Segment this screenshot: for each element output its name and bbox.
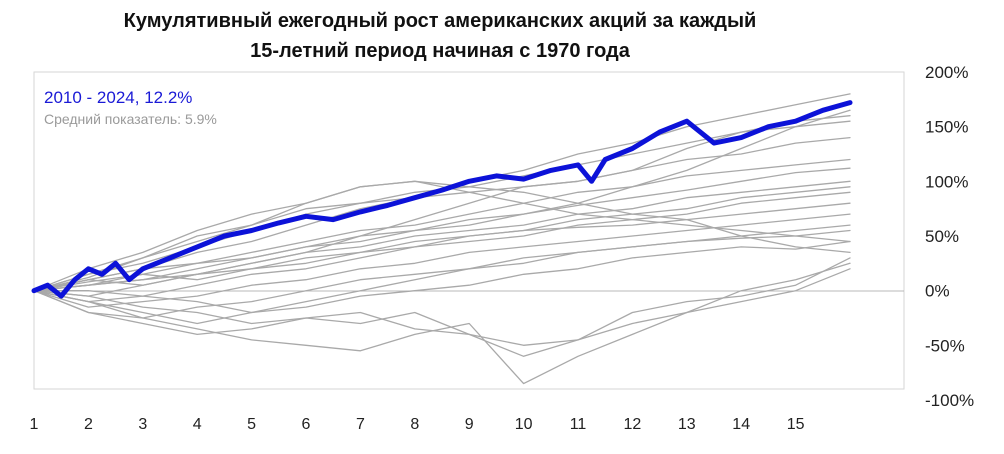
background-series-line-16 bbox=[33, 180, 851, 292]
x-tick-label: 13 bbox=[678, 416, 696, 433]
background-series-line-5 bbox=[33, 167, 851, 292]
y-tick-label: 200% bbox=[925, 63, 968, 82]
x-tick-label: 7 bbox=[356, 416, 365, 433]
background-series-line-7 bbox=[33, 186, 851, 292]
x-tick-label: 3 bbox=[138, 416, 147, 433]
x-tick-label: 5 bbox=[247, 416, 256, 433]
background-series-line-3 bbox=[33, 136, 851, 292]
background-series-line-17 bbox=[33, 257, 851, 346]
chart-title-line-2: 15-летний период начиная с 1970 года bbox=[250, 40, 630, 62]
highlight-series-line bbox=[31, 100, 853, 299]
y-axis: 200% 150% 100% 50% 0% -50% -100% bbox=[925, 63, 974, 410]
background-series-line-11 bbox=[33, 224, 851, 319]
background-series-line-8 bbox=[33, 191, 851, 303]
x-tick-label: 12 bbox=[624, 416, 642, 433]
x-tick-label: 15 bbox=[787, 416, 805, 433]
y-tick-label: 0% bbox=[925, 282, 950, 301]
background-series-line-13 bbox=[33, 268, 851, 357]
x-tick-label: 10 bbox=[515, 416, 533, 433]
x-axis: 1 2 3 4 5 6 7 8 9 10 11 12 13 14 15 bbox=[30, 416, 805, 433]
background-series-line-12 bbox=[33, 229, 851, 325]
x-tick-label: 2 bbox=[84, 416, 93, 433]
x-tick-label: 11 bbox=[570, 416, 587, 433]
x-tick-label: 14 bbox=[732, 416, 750, 433]
x-tick-label: 4 bbox=[193, 416, 202, 433]
background-series-group bbox=[33, 93, 851, 385]
background-series-line-18 bbox=[33, 109, 851, 292]
y-tick-label: -100% bbox=[925, 391, 974, 410]
background-series-line-14 bbox=[33, 262, 851, 385]
highlight-label: 2010 - 2024, 12.2% bbox=[44, 88, 192, 107]
chart-title-line-1: Кумулятивный ежегодный рост американских… bbox=[123, 10, 757, 32]
y-tick-label: 150% bbox=[925, 118, 968, 137]
highlight-series-group bbox=[31, 100, 853, 299]
x-tick-label: 1 bbox=[30, 416, 39, 433]
plot-frame bbox=[33, 71, 905, 390]
average-label: Средний показатель: 5.9% bbox=[44, 111, 217, 127]
background-series-line-20 bbox=[33, 240, 851, 314]
y-tick-label: 100% bbox=[925, 172, 968, 191]
x-tick-label: 6 bbox=[302, 416, 311, 433]
y-tick-label: -50% bbox=[925, 336, 965, 355]
x-tick-label: 8 bbox=[410, 416, 419, 433]
background-series-line-4 bbox=[33, 158, 851, 292]
y-tick-label: 50% bbox=[925, 227, 959, 246]
x-tick-label: 9 bbox=[465, 416, 474, 433]
